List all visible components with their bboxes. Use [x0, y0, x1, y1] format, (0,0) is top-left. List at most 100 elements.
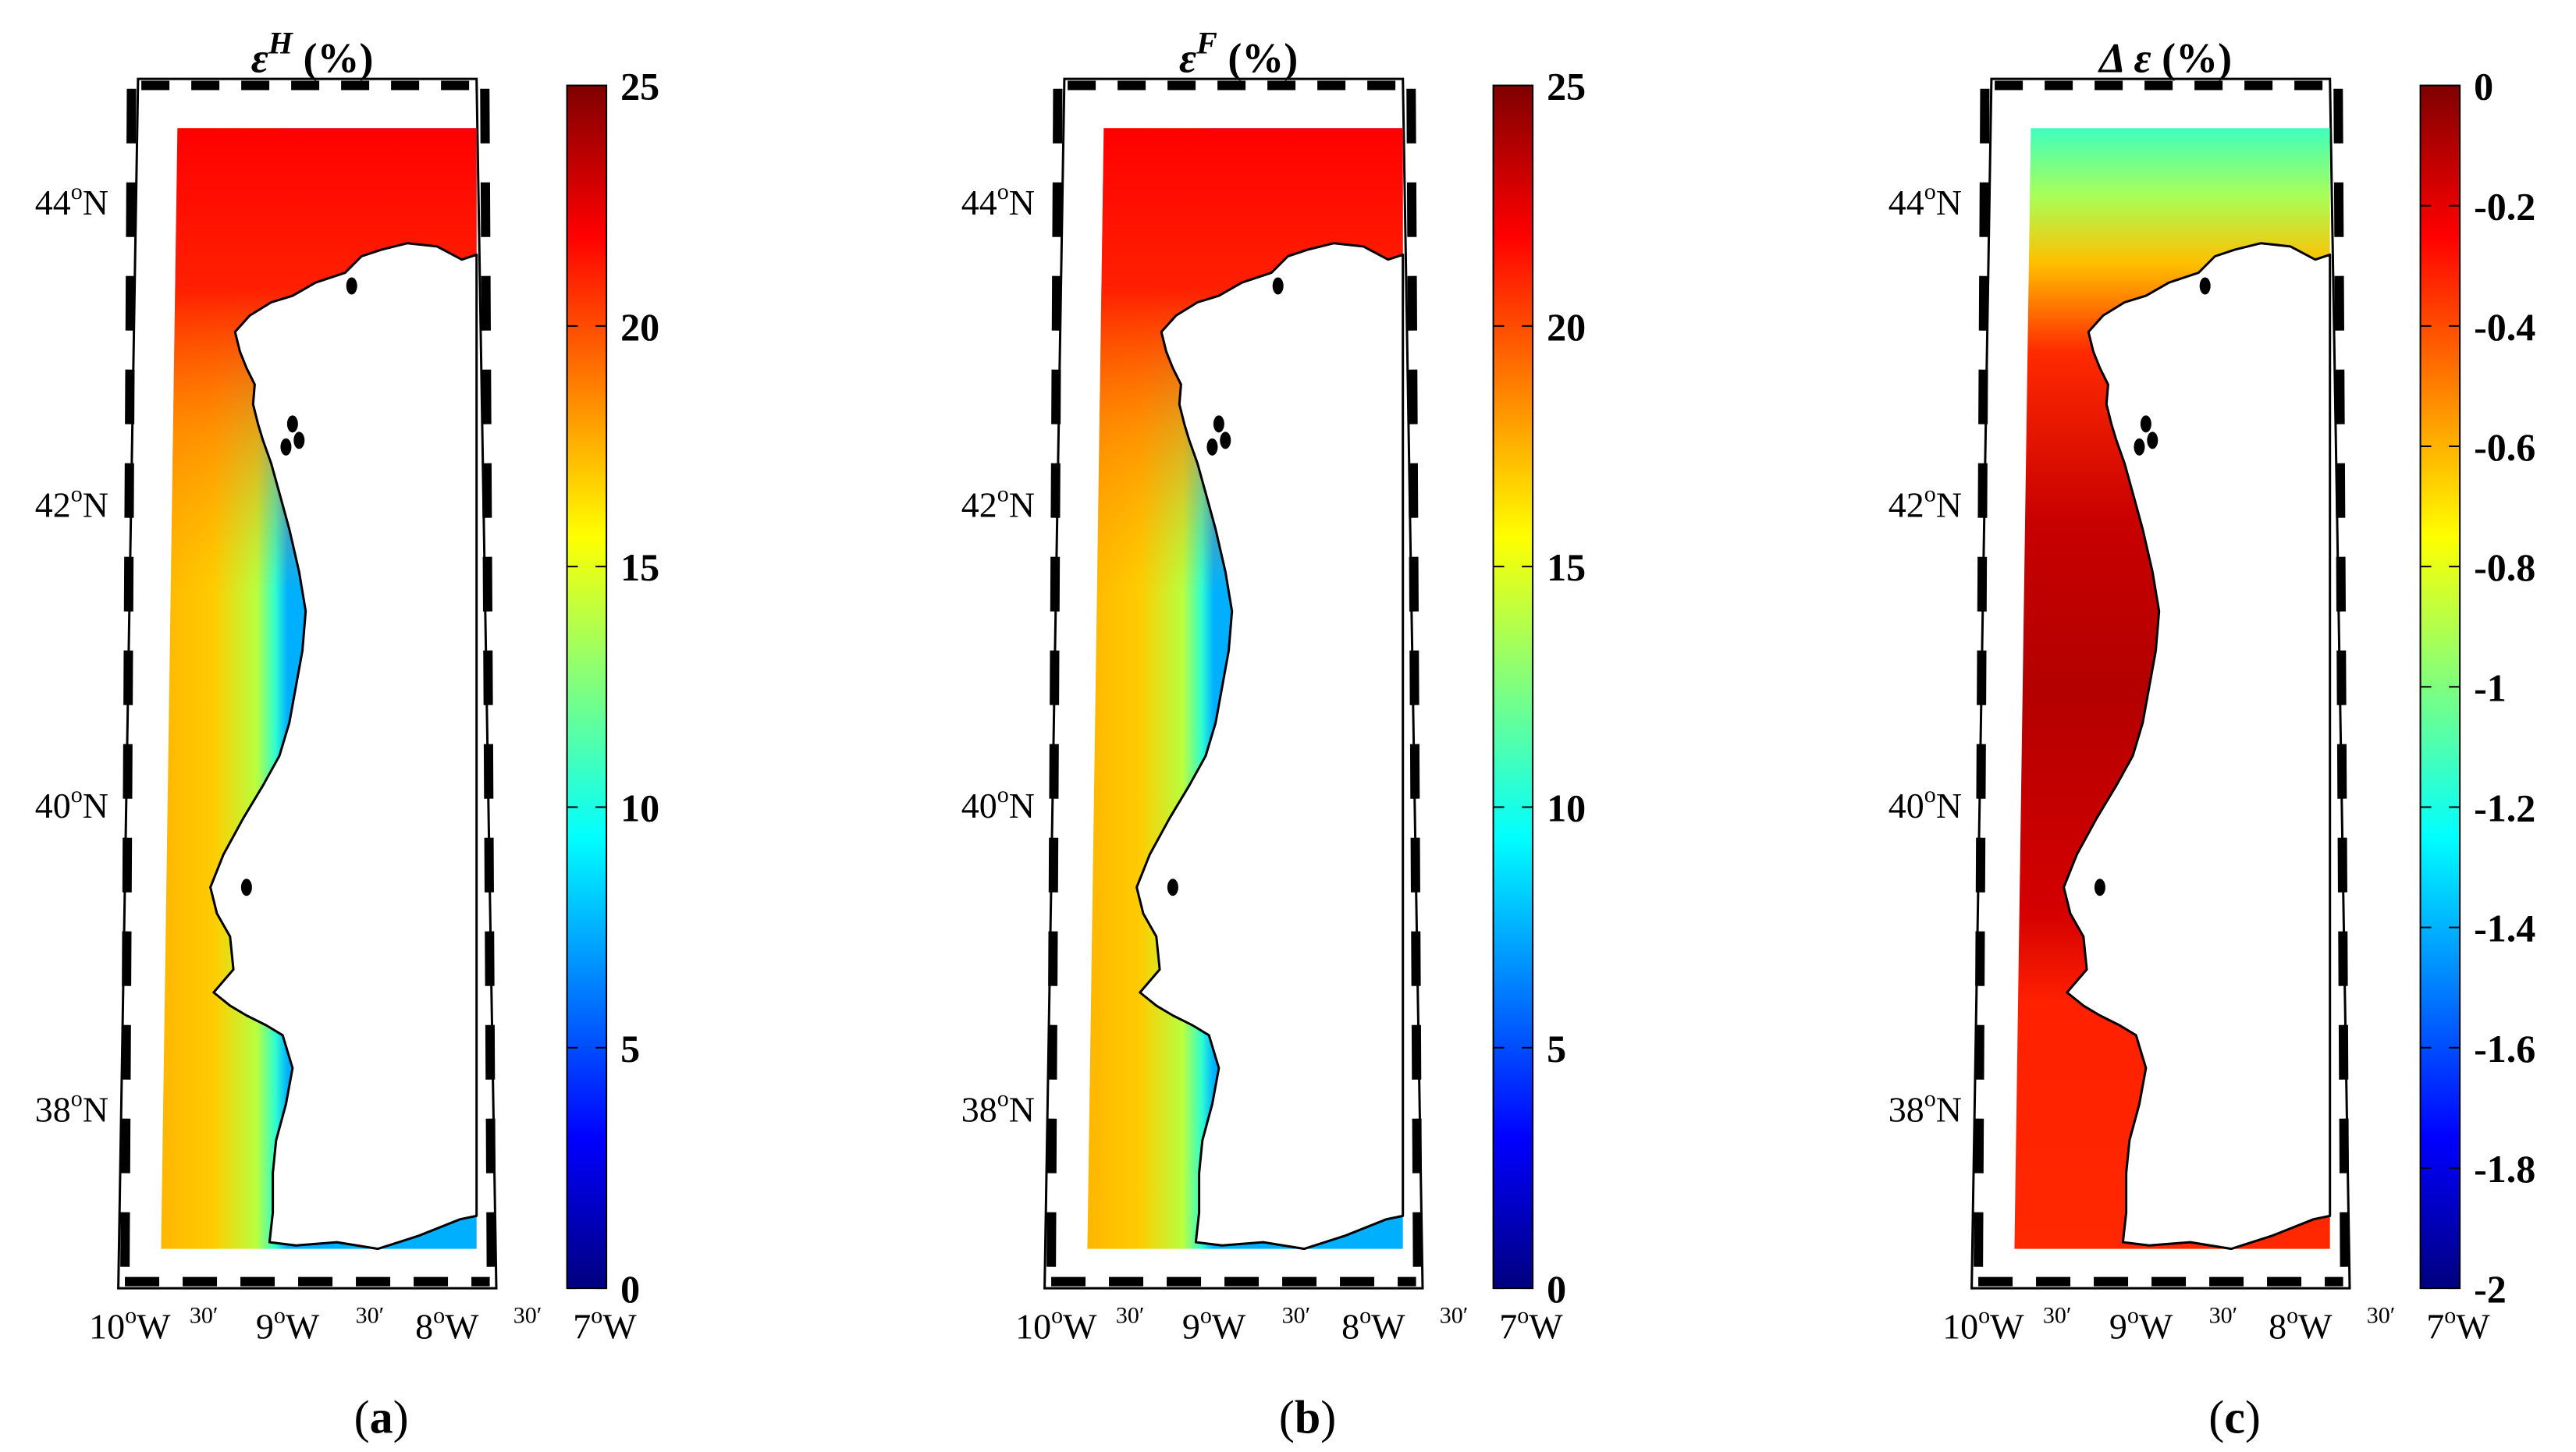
colorbar-tick-label: 15 — [620, 545, 659, 589]
lat-degree-sign: o — [71, 782, 83, 808]
lon-hemisphere: W — [1529, 1307, 1563, 1347]
lat-degree-sign: o — [71, 1086, 83, 1112]
lon-hemisphere: W — [1990, 1307, 2024, 1347]
island-mark — [2140, 415, 2151, 433]
colorbar — [566, 84, 608, 1290]
latitude-label: 44oN — [961, 179, 1035, 222]
lat-hemisphere: N — [1936, 183, 1962, 222]
frame-ticks — [1974, 80, 2350, 1287]
lat-hemisphere: N — [1009, 1090, 1035, 1130]
lon-degree-sign: o — [2127, 1303, 2139, 1329]
lat-degree-sign: o — [997, 179, 1009, 204]
longitude-minutes-label: 30′ — [1282, 1303, 1311, 1329]
lat-degree: 44 — [35, 183, 71, 222]
lat-degree-sign: o — [1924, 179, 1936, 204]
lon-degree-sign: o — [2444, 1303, 2456, 1329]
colorbar-tick-label: 5 — [1547, 1027, 1566, 1070]
island-mark — [1213, 415, 1224, 433]
panel-caption: (a) — [354, 1391, 409, 1443]
caption-close: ) — [1320, 1391, 1336, 1443]
colorbar-tick-label: 0 — [620, 1267, 640, 1311]
lat-hemisphere: N — [1936, 786, 1962, 825]
latitude-label: 44oN — [35, 179, 108, 222]
longitude-minutes-label: 30′ — [356, 1303, 385, 1329]
title-unit: (%) — [2151, 35, 2232, 82]
longitude-label: 10oW — [1015, 1303, 1097, 1347]
colorbar-tick-label: 15 — [1547, 545, 1586, 589]
lon-degree: 9 — [256, 1307, 274, 1347]
colorbar-tick-label: -1.6 — [2474, 1027, 2535, 1070]
colorbar-tick-label: -0.8 — [2474, 545, 2535, 589]
lon-degree-sign: o — [1051, 1303, 1063, 1329]
island-mark — [2199, 277, 2211, 295]
longitude-minutes-label: 30′ — [190, 1303, 219, 1329]
colorbar-tick-label: -1.8 — [2474, 1147, 2535, 1191]
frame-tick-left — [1046, 88, 1063, 1279]
caption-letter: c — [2224, 1391, 2245, 1443]
land-mass — [209, 242, 478, 1251]
island-mark — [240, 879, 252, 896]
colorbar-tick-label: -0.4 — [2474, 305, 2535, 349]
lon-hemisphere: W — [1063, 1307, 1097, 1347]
colorbar-tick-label: 0 — [1547, 1267, 1566, 1311]
latitude-label: 38oN — [961, 1086, 1035, 1130]
lon-hemisphere: W — [602, 1307, 637, 1347]
lat-degree: 42 — [961, 485, 997, 525]
lon-degree-sign: o — [433, 1303, 445, 1329]
caption-close: ) — [393, 1391, 409, 1443]
island-mark — [2094, 879, 2105, 896]
panel-title: εH (%) — [251, 26, 374, 82]
lon-degree: 10 — [1015, 1307, 1051, 1347]
island-mark — [346, 277, 357, 295]
latitude-label: 44oN — [1888, 179, 1962, 222]
lat-degree-sign: o — [1924, 782, 1936, 808]
lat-degree: 38 — [35, 1090, 71, 1130]
longitude-label: 7oW — [1499, 1303, 1563, 1347]
lat-hemisphere: N — [83, 183, 108, 222]
lon-degree: 9 — [1182, 1307, 1200, 1347]
lon-degree: 10 — [89, 1307, 125, 1347]
longitude-label: 7oW — [573, 1303, 637, 1347]
longitude-minutes-label: 30′ — [2209, 1303, 2238, 1329]
frame-ticks — [120, 80, 496, 1287]
longitude-minutes-label: 30′ — [513, 1303, 542, 1329]
longitude-minutes-label: 30′ — [1440, 1303, 1469, 1329]
caption-letter: b — [1295, 1391, 1320, 1443]
panel-caption: (b) — [1279, 1391, 1336, 1443]
lon-degree: 9 — [2109, 1307, 2127, 1347]
longitude-label: 8oW — [415, 1303, 479, 1347]
colorbar-tick-label: 25 — [1547, 65, 1586, 108]
lon-degree-sign: o — [125, 1303, 137, 1329]
colorbar-tick-label: -2 — [2474, 1267, 2507, 1311]
lon-degree: 7 — [2426, 1307, 2444, 1347]
longitude-label: 10oW — [89, 1303, 171, 1347]
lon-degree-sign: o — [1517, 1303, 1529, 1329]
longitude-minutes-label: 30′ — [2367, 1303, 2396, 1329]
caption-open: ( — [1279, 1391, 1295, 1443]
colorbar-tick-label: 20 — [1547, 305, 1586, 349]
longitude-minutes-label: 30′ — [2043, 1303, 2072, 1329]
lat-degree: 42 — [35, 485, 71, 525]
longitude-label: 9oW — [2109, 1303, 2173, 1347]
island-mark — [280, 438, 292, 456]
lat-degree: 40 — [1888, 786, 1924, 825]
frame-tick-left — [1974, 88, 1990, 1279]
island-mark — [1206, 438, 1218, 456]
colorbar-tick-label: 5 — [620, 1027, 640, 1070]
lat-hemisphere: N — [1936, 485, 1962, 525]
lon-degree: 8 — [2269, 1307, 2286, 1347]
longitude-label: 10oW — [1942, 1303, 2024, 1347]
colorbar-tick-label: 10 — [620, 786, 659, 829]
longitude-label: 8oW — [1341, 1303, 1405, 1347]
island-mark — [1220, 431, 1231, 449]
title-unit: (%) — [293, 35, 373, 82]
lon-hemisphere: W — [2456, 1307, 2490, 1347]
title-symbol: ε — [251, 35, 268, 82]
frame-tick-right — [2333, 88, 2350, 1279]
lon-degree: 7 — [573, 1307, 591, 1347]
latitude-label: 42oN — [1888, 481, 1962, 525]
colorbar-tick-label: -1.4 — [2474, 907, 2535, 950]
